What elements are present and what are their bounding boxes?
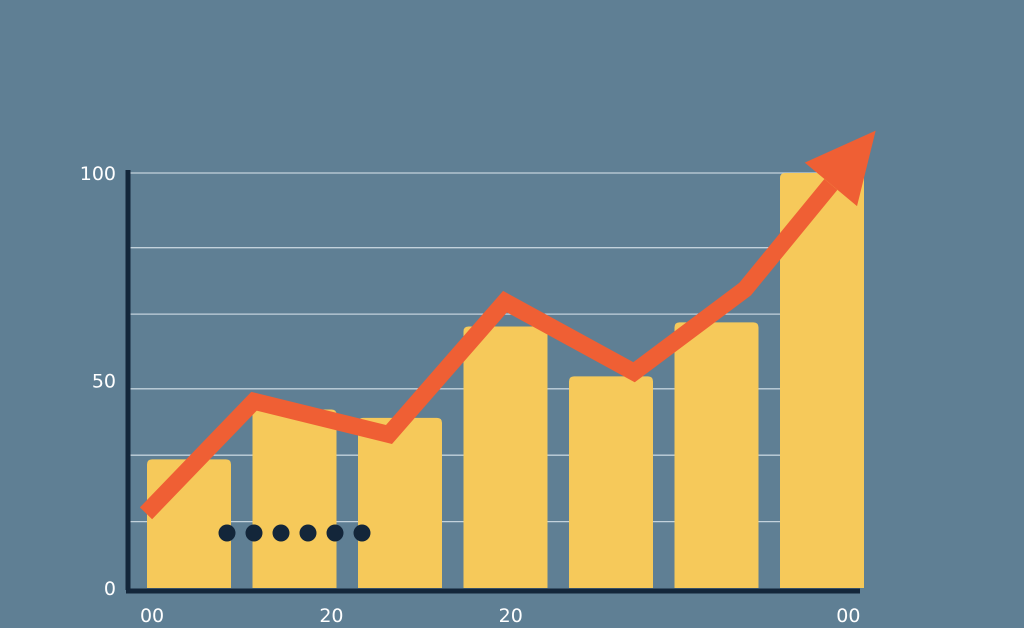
y-tick-labels: 0 50 100 [80,163,116,600]
y-tick-label: 0 [104,578,116,600]
dot-marker [353,524,371,542]
trend-arrow-head [804,130,876,207]
bar [252,409,337,588]
dot-marker [299,524,317,542]
dot-marker [272,524,290,542]
bars [147,173,864,588]
trend-line [139,130,876,520]
dot-marker [326,524,344,542]
y-tick-label: 50 [92,371,116,393]
bar [780,173,864,588]
dot-markers [218,524,371,542]
axes [125,170,860,594]
dot-marker [245,524,263,542]
x-tick-labels: 00 20 20 00 [140,605,860,627]
x-tick-label: 20 [499,605,523,627]
bar [569,376,653,588]
y-tick-label: 100 [80,163,116,185]
bar [358,417,442,588]
x-tick-label: 00 [140,605,164,627]
x-tick-label: 20 [319,605,343,627]
x-tick-label: 00 [836,605,860,627]
bar [674,322,759,588]
dot-marker [218,524,236,542]
trend-line-path [139,178,838,520]
bar [463,326,548,588]
